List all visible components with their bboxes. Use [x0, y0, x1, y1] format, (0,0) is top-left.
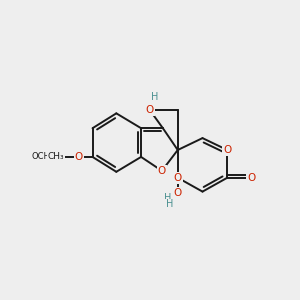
Text: O: O — [174, 188, 182, 198]
Text: OCH₃: OCH₃ — [32, 152, 54, 161]
Text: H: H — [151, 92, 159, 103]
Text: H: H — [166, 200, 173, 209]
Text: CH₃: CH₃ — [48, 152, 64, 161]
Text: O: O — [74, 152, 83, 162]
Text: O: O — [158, 166, 166, 176]
Text: H: H — [164, 193, 172, 202]
Text: O: O — [247, 173, 255, 183]
Text: O: O — [174, 173, 182, 183]
Text: O: O — [223, 145, 231, 155]
Text: O: O — [146, 105, 154, 116]
